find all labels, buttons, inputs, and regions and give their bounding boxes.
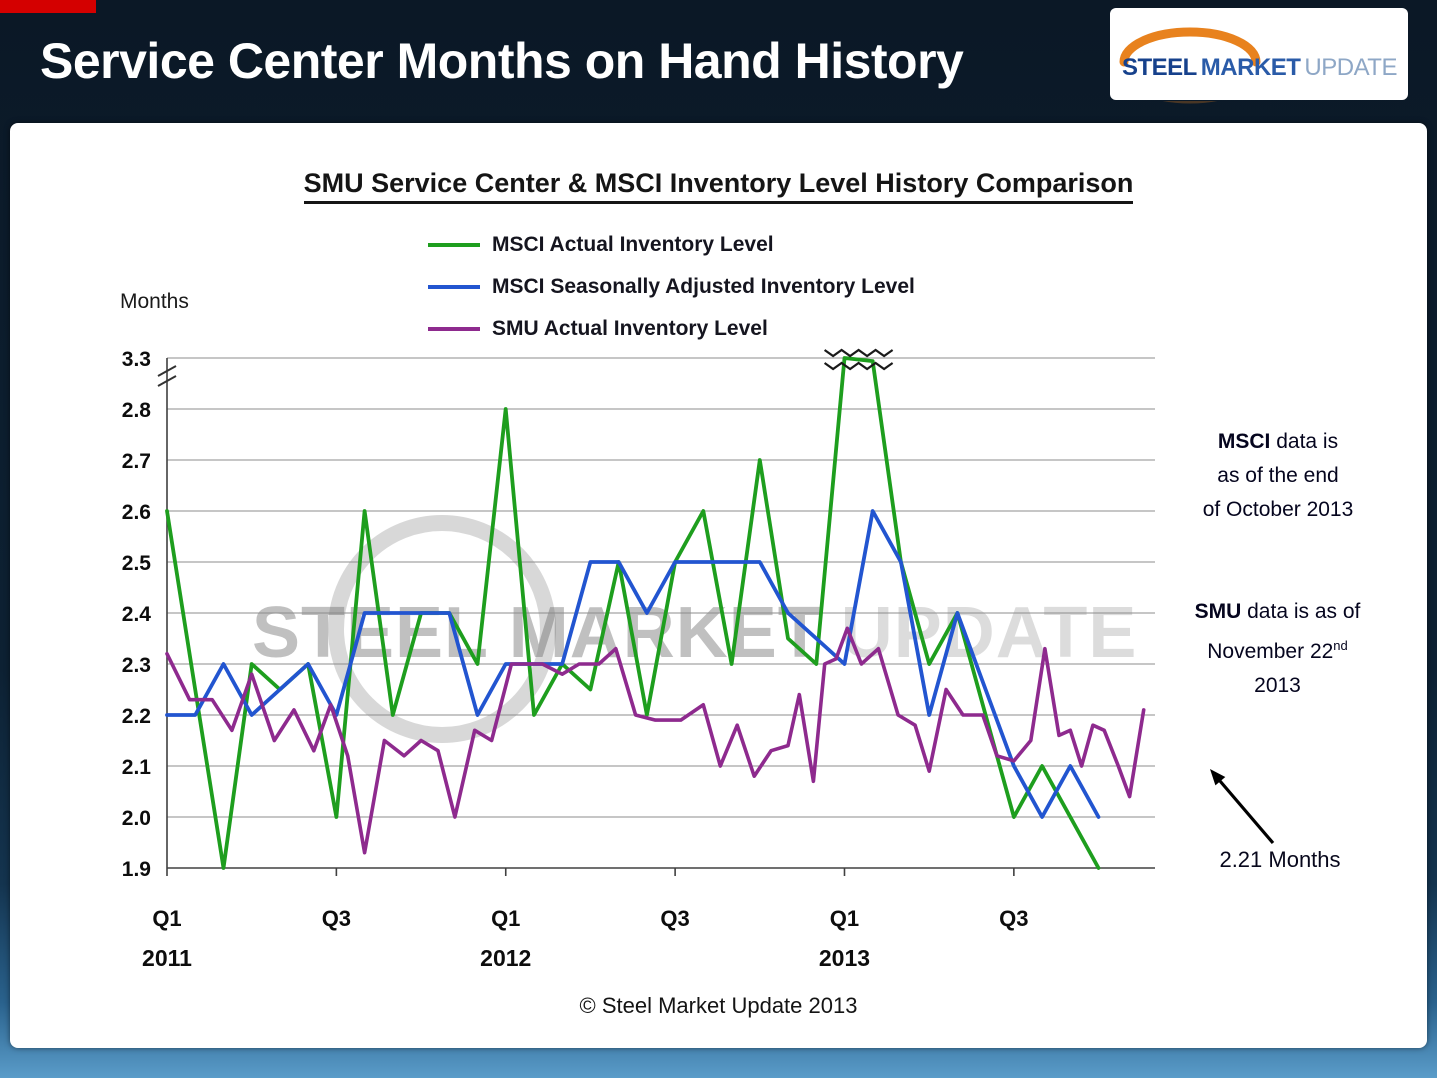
watermark-text: STEEL MARKET UPDATE <box>252 592 1172 674</box>
smu-note-line3: 2013 <box>1254 674 1301 697</box>
logo-word-update: UPDATE <box>1304 54 1397 81</box>
callout-value: 2.21 Months <box>1219 847 1341 872</box>
legend-label-msci-actual: MSCI Actual Inventory Level <box>492 233 774 256</box>
legend-item-smu-actual: SMU Actual Inventory Level <box>428 308 915 350</box>
logo-reflection-arc-icon <box>1119 101 1261 104</box>
smu-logo: STEEL MARKET UPDATE <box>1110 8 1408 100</box>
logo-swoosh-icon <box>1119 27 1261 67</box>
red-corner-accent <box>0 0 96 13</box>
legend-label-smu-actual: SMU Actual Inventory Level <box>492 317 768 340</box>
callout-arrowhead <box>1210 769 1226 786</box>
callout-arrow-line <box>1218 779 1275 845</box>
watermark-steel-market: STEEL MARKET <box>252 593 823 673</box>
msci-note-line3: of October 2013 <box>1202 498 1354 521</box>
page-title: Service Center Months on Hand History <box>40 33 964 89</box>
logo-word-steel: STEEL <box>1122 54 1197 81</box>
msci-note-line2: as of the end <box>1217 464 1339 487</box>
smu-note-line1-rest: data is as of <box>1241 600 1361 623</box>
chart-legend: MSCI Actual Inventory Level MSCI Seasona… <box>428 224 915 350</box>
legend-line-swatch-blue <box>428 285 480 289</box>
legend-item-msci-seasonal: MSCI Seasonally Adjusted Inventory Level <box>428 266 915 308</box>
watermark-update: UPDATE <box>840 593 1138 673</box>
smu-note-bold: SMU <box>1194 600 1242 623</box>
smu-note-date-suffix: nd <box>1333 638 1348 653</box>
msci-note-line1-rest: data is <box>1270 430 1339 453</box>
chart-title: SMU Service Center & MSCI Inventory Leve… <box>10 168 1427 204</box>
logo-arc <box>1119 27 1261 67</box>
smu-note-line1: SMU data is as of <box>1155 595 1400 629</box>
legend-line-swatch-purple <box>428 327 480 331</box>
smu-data-note: SMU data is as of November 22nd 2013 <box>1155 595 1400 703</box>
logo-text: STEEL MARKET UPDATE <box>1122 54 1397 82</box>
chart-title-text: SMU Service Center & MSCI Inventory Leve… <box>303 168 1134 204</box>
msci-data-note: MSCI data is as of the end of October 20… <box>1168 425 1388 527</box>
smu-note-line2: November 22nd <box>1155 629 1400 669</box>
logo-reflection <box>1110 101 1408 123</box>
legend-line-swatch-green <box>428 243 480 247</box>
legend-label-msci-seasonal: MSCI Seasonally Adjusted Inventory Level <box>492 275 915 298</box>
msci-note-line1: MSCI data is <box>1168 425 1388 459</box>
smu-note-date: November 22 <box>1207 640 1334 663</box>
callout-arrow <box>1210 769 1275 845</box>
footer-copyright: © Steel Market Update 2013 <box>579 993 858 1018</box>
msci-note-bold: MSCI <box>1217 430 1271 453</box>
legend-item-msci-actual: MSCI Actual Inventory Level <box>428 224 915 266</box>
logo-word-market: MARKET <box>1200 54 1301 81</box>
y-axis-title: Months <box>120 290 189 313</box>
